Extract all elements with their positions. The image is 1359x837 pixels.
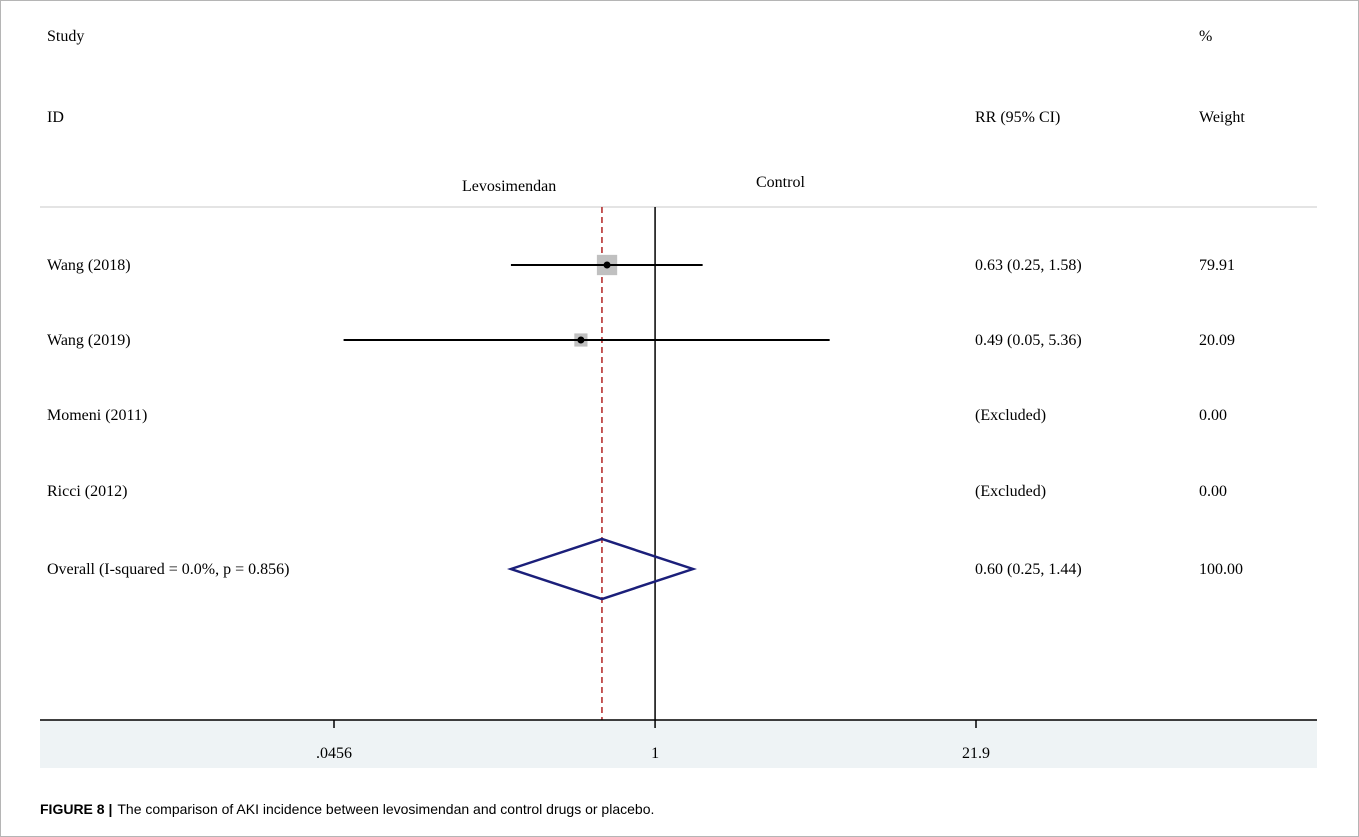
forest-plot-area	[343, 207, 830, 720]
study-name: Ricci (2012)	[47, 483, 127, 500]
point-estimate	[577, 336, 585, 344]
x-tick-label: 21.9	[962, 745, 990, 762]
overall-label: Overall (I-squared = 0.0%, p = 0.856)	[47, 561, 289, 578]
study-ci: 0.63 (0.25, 1.58)	[975, 257, 1082, 274]
study-weight: 79.91	[1199, 257, 1235, 274]
figure-caption: FIGURE 8 | The comparison of AKI incidenc…	[40, 801, 654, 817]
study-ci: (Excluded)	[975, 483, 1046, 500]
header-percent: %	[1199, 28, 1212, 45]
overall-diamond	[506, 537, 697, 601]
study-rows: Wang (2018) 0.63 (0.25, 1.58) 79.91 Wang (2…	[47, 257, 1243, 578]
favours-right-label: Control	[756, 174, 805, 191]
x-axis: .0456 1 21.9	[40, 719, 1317, 762]
caption-text: The comparison of AKI incidence between …	[117, 801, 654, 817]
point-estimate	[603, 261, 611, 269]
header-weight: Weight	[1199, 109, 1245, 126]
study-name: Wang (2018)	[47, 257, 131, 274]
favours-left-label: Levosimendan	[462, 178, 556, 195]
study-weight: 0.00	[1199, 483, 1227, 500]
study-name: Momeni (2011)	[47, 407, 147, 424]
x-tick-label: 1	[651, 745, 659, 762]
overall-ci: 0.60 (0.25, 1.44)	[975, 561, 1082, 578]
x-tick-label: .0456	[316, 745, 352, 762]
axis-band	[40, 720, 1317, 768]
study-ci: (Excluded)	[975, 407, 1046, 424]
header-id: ID	[47, 109, 64, 126]
caption-label: FIGURE 8 |	[40, 801, 112, 817]
study-weight: 0.00	[1199, 407, 1227, 424]
study-weight: 20.09	[1199, 332, 1235, 349]
header-study: Study	[47, 28, 84, 45]
study-name: Wang (2019)	[47, 332, 131, 349]
study-ci: 0.49 (0.05, 5.36)	[975, 332, 1082, 349]
overall-weight: 100.00	[1199, 561, 1243, 578]
header-rr-ci: RR (95% CI)	[975, 109, 1060, 126]
